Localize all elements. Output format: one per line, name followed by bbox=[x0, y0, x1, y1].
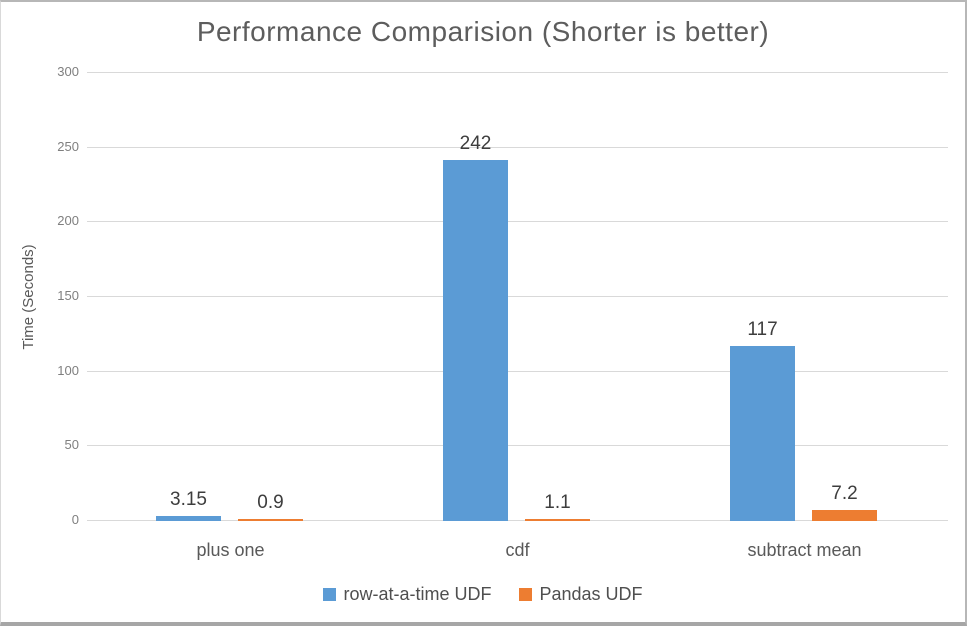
bar-pandas-udf-plus-one bbox=[238, 519, 303, 521]
category-label-cdf: cdf bbox=[505, 540, 530, 560]
legend-item-pandas-udf: Pandas UDF bbox=[519, 584, 643, 605]
y-tick-label: 0 bbox=[71, 512, 79, 527]
gridline bbox=[87, 445, 948, 447]
legend-swatch-blue-icon bbox=[323, 588, 337, 601]
y-tick-label: 250 bbox=[57, 138, 79, 154]
chart-title: Performance Comparision (Shorter is bett… bbox=[196, 16, 770, 47]
gridline bbox=[87, 370, 948, 372]
plot-area: 3.15 242 117 0.9 1.1 7.2 bbox=[87, 72, 948, 521]
legend-swatch-orange-icon bbox=[519, 588, 533, 601]
y-tick-label: 100 bbox=[57, 362, 79, 378]
gridline bbox=[87, 296, 948, 297]
data-label: 3.15 bbox=[170, 489, 207, 511]
bar-pandas-udf-subtract-mean bbox=[812, 510, 877, 521]
legend-item-row-at-a-time-udf: row-at-a-time UDF bbox=[323, 584, 491, 605]
data-label: 7.2 bbox=[831, 483, 858, 505]
legend-label: row-at-a-time UDF bbox=[343, 584, 492, 604]
bar-row-at-a-time-udf-plus-one bbox=[156, 516, 221, 521]
data-label: 117 bbox=[747, 319, 778, 341]
y-tick-label: 50 bbox=[64, 437, 79, 453]
gridline bbox=[87, 146, 948, 148]
y-tick-label: 300 bbox=[57, 64, 79, 79]
data-label: 0.9 bbox=[257, 492, 284, 513]
y-tick-label: 150 bbox=[57, 288, 79, 303]
legend-label: Pandas UDF bbox=[539, 584, 643, 604]
data-label: 242 bbox=[459, 132, 492, 154]
bar-pandas-udf-cdf bbox=[525, 519, 590, 521]
data-label: 1.1 bbox=[544, 492, 571, 513]
y-tick-label: 200 bbox=[57, 213, 79, 229]
bar-row-at-a-time-udf-cdf bbox=[443, 159, 508, 521]
category-label-subtract-mean: subtract mean bbox=[747, 540, 862, 560]
category-label-plus-one: plus one bbox=[196, 540, 265, 560]
legend: row-at-a-time UDF Pandas UDF bbox=[1, 584, 965, 605]
gridline bbox=[87, 520, 948, 521]
gridline bbox=[87, 221, 948, 223]
bar-row-at-a-time-udf-subtract-mean bbox=[730, 346, 795, 521]
gridline bbox=[87, 72, 948, 73]
